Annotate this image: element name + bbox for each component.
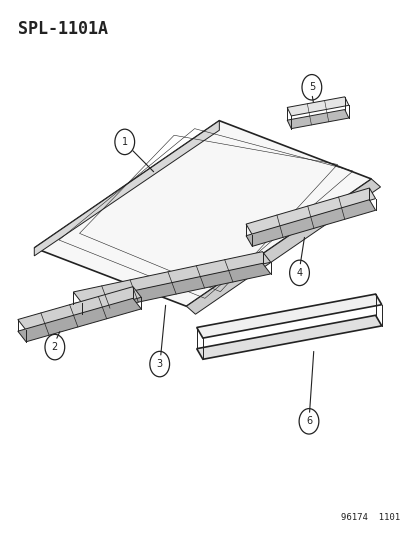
Polygon shape <box>196 294 381 338</box>
Polygon shape <box>73 263 270 314</box>
Text: 4: 4 <box>296 268 302 278</box>
Text: 96174  1101: 96174 1101 <box>340 513 399 522</box>
Polygon shape <box>34 120 219 256</box>
Polygon shape <box>196 316 381 359</box>
Polygon shape <box>287 110 348 128</box>
Polygon shape <box>186 179 380 314</box>
Text: 1: 1 <box>121 137 128 147</box>
Polygon shape <box>245 188 375 235</box>
Polygon shape <box>34 120 370 306</box>
Polygon shape <box>18 298 141 342</box>
Text: 2: 2 <box>52 342 58 352</box>
Text: 6: 6 <box>305 416 311 426</box>
Polygon shape <box>18 287 141 330</box>
Polygon shape <box>73 252 270 303</box>
Text: 3: 3 <box>156 359 162 369</box>
Text: SPL-1101A: SPL-1101A <box>18 20 107 38</box>
Polygon shape <box>245 200 375 246</box>
Polygon shape <box>287 97 348 116</box>
Text: 5: 5 <box>308 82 314 92</box>
